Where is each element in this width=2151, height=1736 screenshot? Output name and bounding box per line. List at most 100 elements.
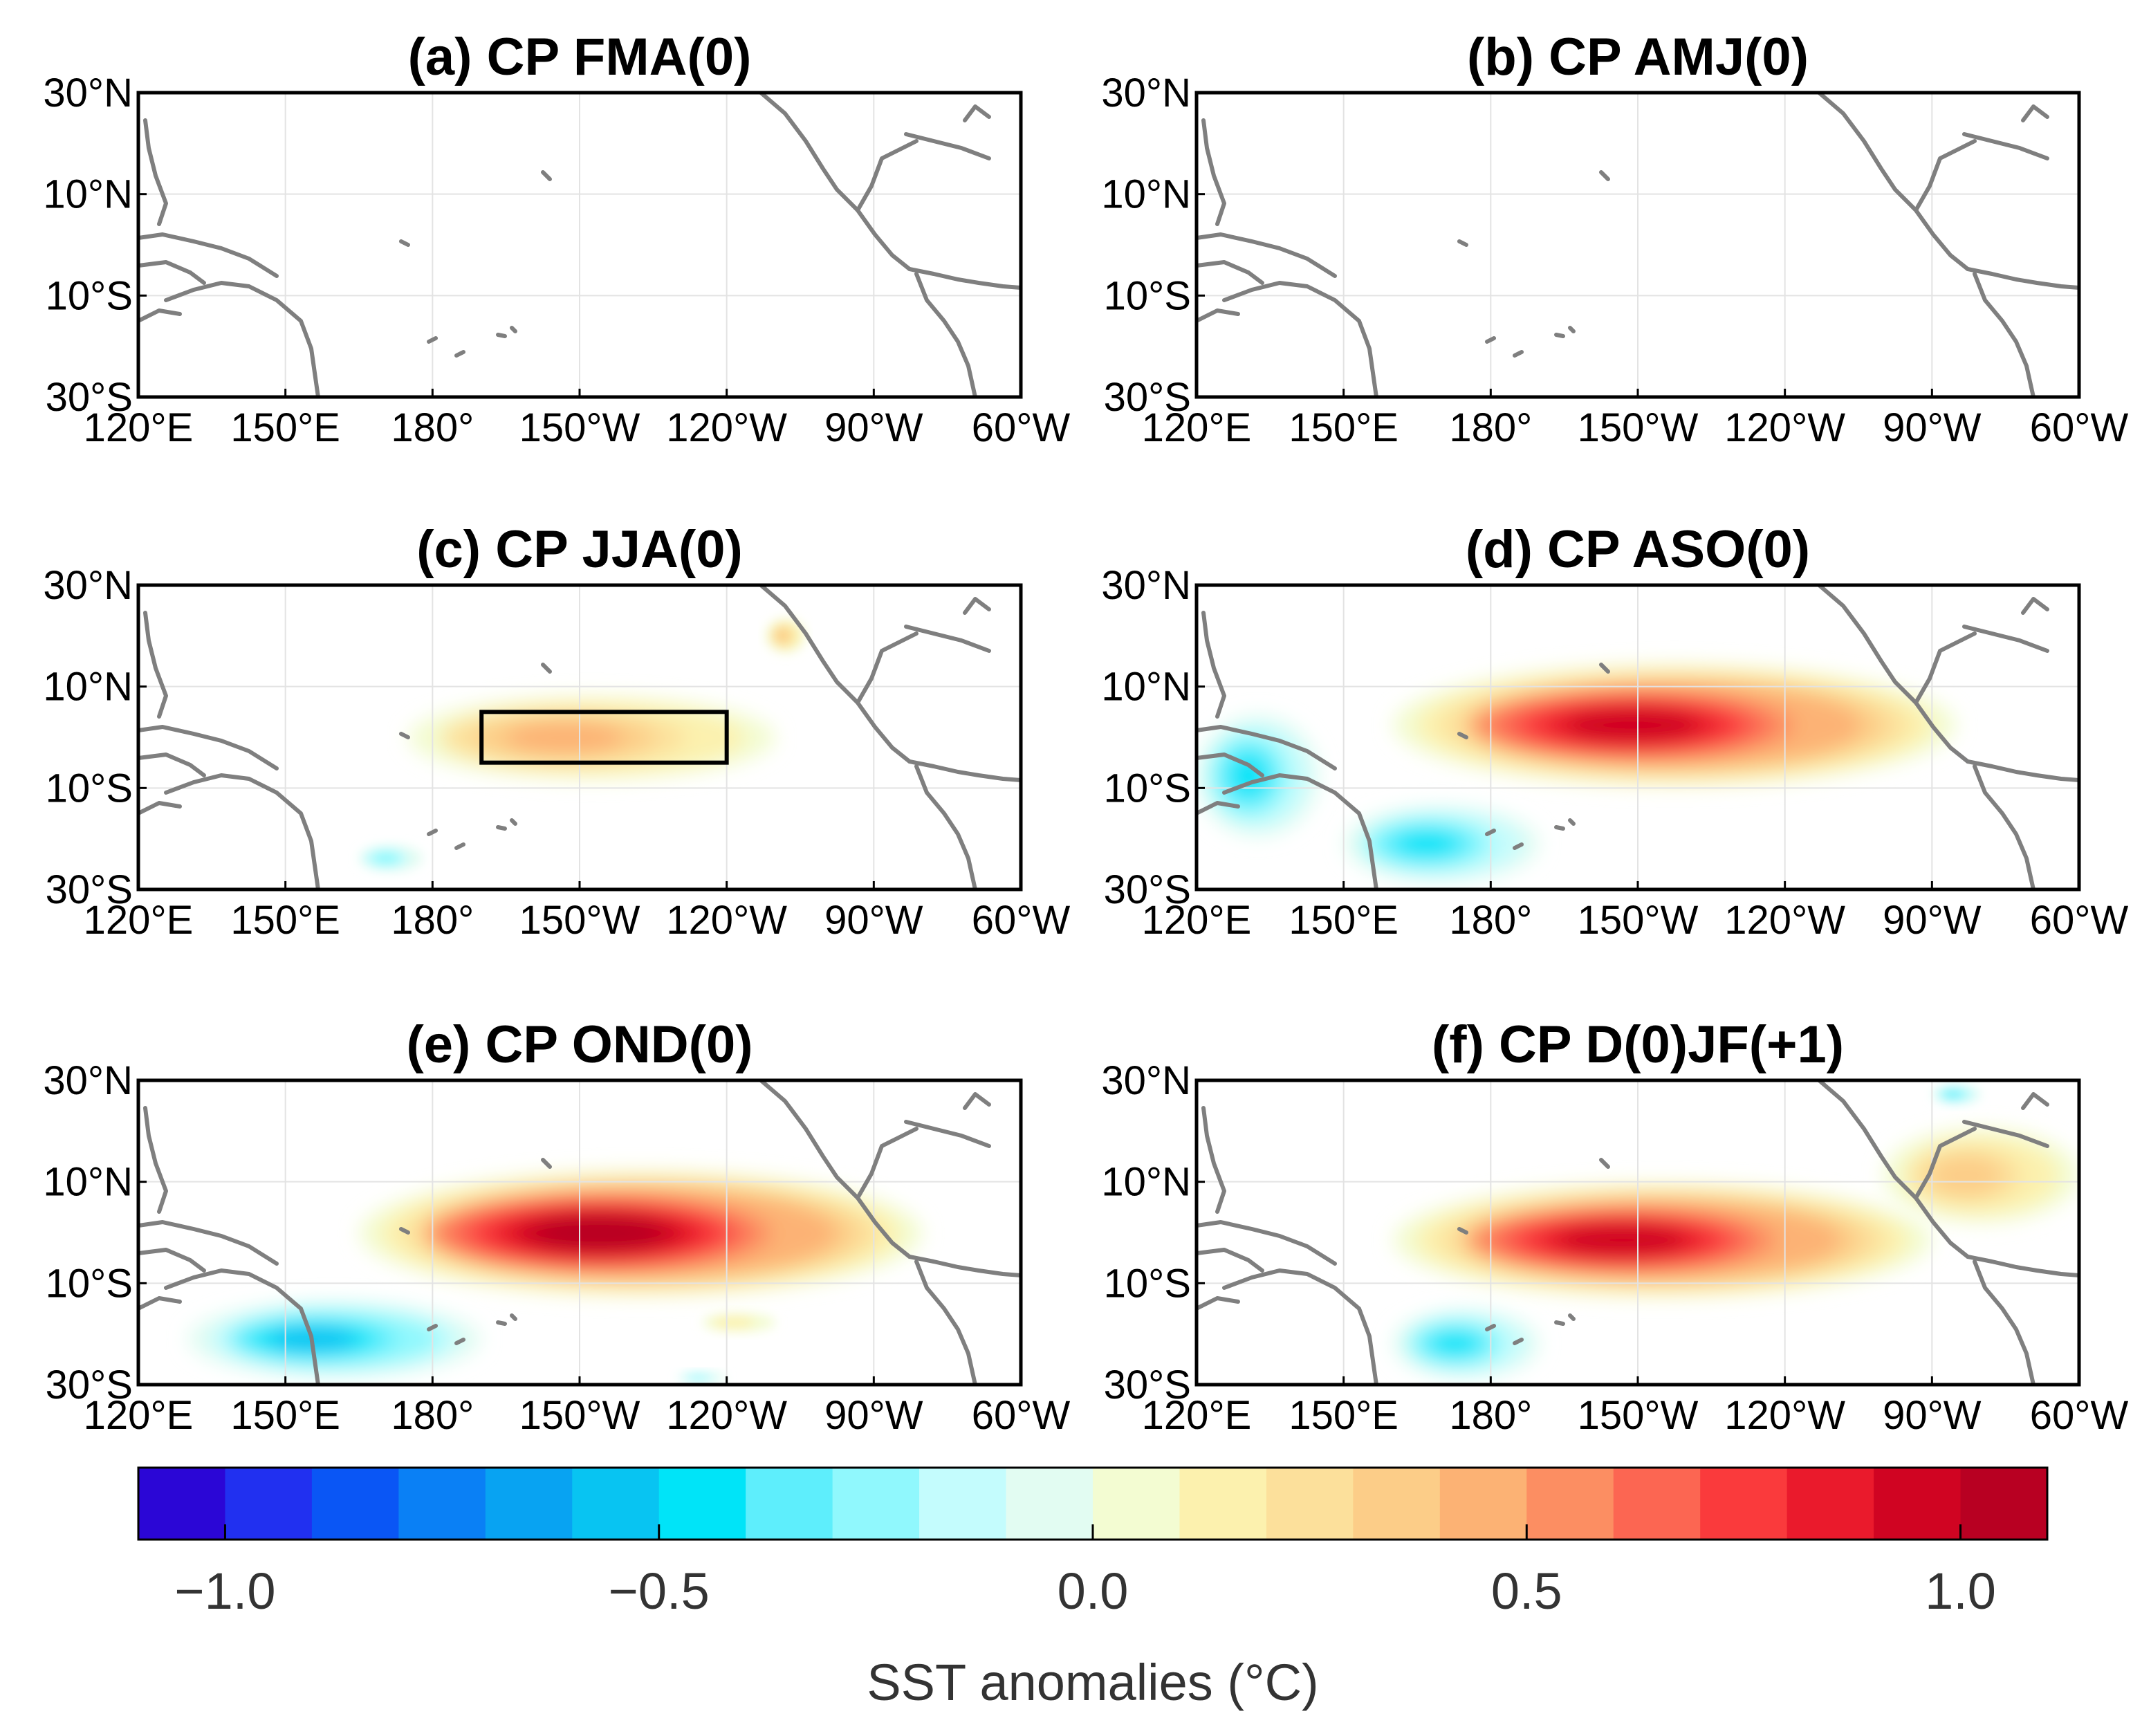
lon-tick-label: 90°W <box>824 898 923 943</box>
lon-tick-label: 180° <box>391 405 474 450</box>
lon-tick-label: 150°E <box>230 898 340 943</box>
coastlines <box>1197 585 2079 889</box>
lon-tick-label: 120°W <box>1724 1393 1845 1438</box>
coastlines <box>138 93 1021 397</box>
colorbar-bin <box>1700 1468 1788 1540</box>
anomaly-equatorial-Pacific-warm-anomaly <box>1392 664 1957 786</box>
colorbar-bin <box>225 1468 313 1540</box>
lat-tick-label: 10°S <box>46 1261 133 1306</box>
lon-tick-label: 120°E <box>84 1393 194 1438</box>
lon-tick-label: 150°E <box>1289 405 1398 450</box>
colorbar-bin <box>1179 1468 1267 1540</box>
panel-title: (e) CP OND(0) <box>406 1015 753 1074</box>
lon-tick-label: 120°W <box>666 898 787 943</box>
anomaly-southwest-Pacific-cool-band <box>187 1301 482 1377</box>
colorbar-tick-label: −0.5 <box>609 1562 710 1620</box>
lat-tick-label: 10°N <box>1101 172 1191 217</box>
anomaly-Caribbean-warm-anomaly <box>1883 1127 2079 1223</box>
lon-tick-label: 150°E <box>230 1393 340 1438</box>
anomaly-central-Pacific-warm-tongue <box>407 696 776 780</box>
panel-title: (d) CP ASO(0) <box>1466 520 1810 579</box>
lon-tick-label: 120°E <box>84 405 194 450</box>
colorbar-label: SST anomalies (°C) <box>867 1654 1318 1711</box>
colorbar-bin <box>1353 1468 1441 1540</box>
lat-tick-label: 30°N <box>1101 71 1191 116</box>
anomaly-equatorial-Pacific-warm-anomaly <box>1392 1183 1932 1298</box>
lon-tick-label: 90°W <box>1883 405 1982 450</box>
lat-tick-label: 10°N <box>1101 665 1191 710</box>
lon-tick-label: 60°W <box>972 1393 1071 1438</box>
anomaly-southwest-Pacific-cool-band <box>1392 1309 1540 1378</box>
lon-tick-label: 90°W <box>824 405 923 450</box>
lon-tick-label: 180° <box>391 1393 474 1438</box>
panel-title: (b) CP AMJ(0) <box>1467 28 1809 86</box>
lon-tick-label: 180° <box>391 898 474 943</box>
lat-tick-label: 10°S <box>1104 1261 1191 1306</box>
anomaly-Gulf-of-Mexico-cool-patch <box>1932 1084 1982 1104</box>
anomaly-layer <box>1197 664 1957 882</box>
colorbar-bin <box>572 1468 660 1540</box>
lon-tick-label: 60°W <box>972 405 1071 450</box>
colorbar-bin <box>1439 1468 1527 1540</box>
lon-tick-label: 180° <box>1449 1393 1532 1438</box>
colorbar-bin <box>1093 1468 1180 1540</box>
lat-tick-label: 30°N <box>1101 563 1191 608</box>
colorbar-bin <box>1960 1468 2048 1540</box>
colorbar-tick-label: −1.0 <box>174 1562 275 1620</box>
lat-tick-label: 30°N <box>1101 1058 1191 1103</box>
lon-tick-label: 90°W <box>824 1393 923 1438</box>
lon-tick-label: 90°W <box>1883 898 1982 943</box>
lon-tick-label: 120°W <box>1724 405 1845 450</box>
lon-tick-label: 60°W <box>2030 898 2129 943</box>
lon-tick-label: 150°W <box>1578 1393 1699 1438</box>
colorbar-tick-label: 0.5 <box>1491 1562 1562 1620</box>
anomaly-layer <box>187 1170 923 1384</box>
lat-tick-label: 10°N <box>43 172 133 217</box>
coastlines <box>138 585 1021 889</box>
colorbar-tick-label: 1.0 <box>1925 1562 1996 1620</box>
lat-tick-label: 10°S <box>1104 766 1191 811</box>
lon-tick-label: 120°E <box>1142 1393 1252 1438</box>
lat-tick-label: 10°S <box>1104 273 1191 318</box>
lon-tick-label: 120°W <box>666 405 787 450</box>
lon-tick-label: 150°E <box>230 405 340 450</box>
anomaly-layer <box>359 618 806 872</box>
lat-tick-label: 30°S <box>1104 1363 1191 1407</box>
lat-tick-label: 10°S <box>46 273 133 318</box>
lat-tick-label: 30°S <box>1104 375 1191 420</box>
colorbar-bin <box>1266 1468 1354 1540</box>
colorbar-bin <box>658 1468 746 1540</box>
lon-tick-label: 150°E <box>1289 1393 1398 1438</box>
lon-tick-label: 150°W <box>1578 405 1699 450</box>
colorbar: −1.0 −0.5 0.0 0.5 1.0 SST anomalies (°C) <box>137 1466 2049 1711</box>
colorbar-bin <box>1006 1468 1093 1540</box>
lon-tick-label: 180° <box>1449 405 1532 450</box>
lat-tick-label: 30°S <box>46 1363 133 1407</box>
colorbar-bin <box>746 1468 833 1540</box>
anomaly-Mexican-coast-warm-patch <box>766 618 806 653</box>
lon-tick-label: 120°W <box>666 1393 787 1438</box>
anomaly-equatorial-Pacific-warm-anomaly <box>359 1170 923 1296</box>
panel-title: (c) CP JJA(0) <box>416 520 743 579</box>
coastlines <box>1197 93 2079 397</box>
lon-tick-label: 120°E <box>84 898 194 943</box>
anomaly-south-Pacific-cool-patch <box>677 1372 727 1384</box>
colorbar-bin <box>311 1468 399 1540</box>
lat-tick-label: 30°N <box>43 1058 133 1103</box>
lon-tick-label: 180° <box>1449 898 1532 943</box>
lon-tick-label: 120°E <box>1142 898 1252 943</box>
colorbar-bin <box>138 1468 225 1540</box>
coastlines <box>138 1080 1021 1385</box>
lon-tick-label: 120°E <box>1142 405 1252 450</box>
panel-title: (a) CP FMA(0) <box>408 28 752 86</box>
lat-tick-label: 10°N <box>43 1160 133 1205</box>
anomaly-southeast-Pacific-warm-patch <box>702 1313 776 1332</box>
colorbar-bin <box>832 1468 920 1540</box>
lon-tick-label: 120°W <box>1724 898 1845 943</box>
lon-tick-label: 150°W <box>1578 898 1699 943</box>
